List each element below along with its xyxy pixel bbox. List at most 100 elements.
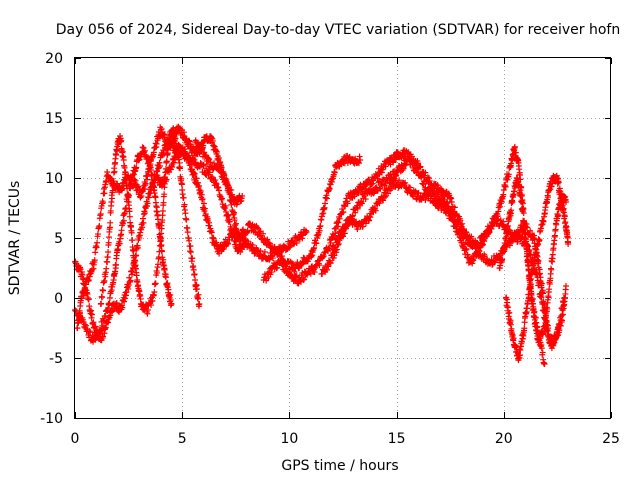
data-point: [335, 219, 342, 226]
data-point: [201, 149, 208, 156]
data-point: [152, 193, 159, 200]
data-point: [170, 159, 177, 166]
data-point: [109, 195, 116, 202]
y-tick-label: 20: [45, 51, 63, 67]
data-point: [215, 155, 222, 162]
data-point: [171, 137, 178, 144]
data-point: [367, 214, 374, 221]
data-point: [191, 170, 198, 177]
data-point: [562, 283, 569, 289]
data-point: [316, 262, 323, 269]
data-point: [206, 222, 213, 229]
data-point: [402, 179, 409, 186]
data-point: [301, 276, 308, 283]
data-point: [372, 205, 379, 211]
data-point: [502, 183, 509, 190]
data-point: [134, 244, 141, 251]
data-point: [197, 188, 204, 195]
data-point: [385, 190, 392, 197]
data-point: [521, 221, 528, 228]
data-point: [81, 321, 88, 328]
data-point: [431, 188, 438, 195]
data-point: [531, 314, 538, 321]
data-point: [130, 248, 137, 255]
data-point: [226, 218, 233, 225]
data-point: [206, 169, 213, 176]
data-point: [162, 274, 169, 281]
data-point: [444, 200, 451, 207]
data-point: [340, 233, 346, 240]
x-tick-label: 10: [280, 431, 298, 447]
data-point: [344, 200, 351, 207]
data-point: [532, 319, 539, 326]
data-point: [266, 240, 273, 247]
data-point: [331, 244, 338, 251]
data-point: [86, 328, 93, 335]
data-point: [311, 269, 318, 276]
data-point: [486, 229, 493, 236]
data-point: [94, 231, 101, 238]
data-point: [348, 215, 355, 222]
data-point: [160, 256, 167, 263]
data-point: [426, 178, 433, 185]
data-point: [277, 249, 284, 256]
data-point: [422, 196, 429, 203]
data-point: [382, 163, 389, 170]
data-point: [101, 277, 108, 284]
data-point: [331, 169, 338, 176]
data-point: [133, 252, 140, 259]
data-point: [366, 217, 373, 224]
data-point: [183, 216, 190, 223]
data-point: [181, 201, 188, 208]
data-point: [390, 159, 397, 166]
data-point: [445, 203, 452, 210]
data-point: [153, 140, 160, 147]
data-point: [351, 193, 358, 200]
data-point: [296, 277, 303, 284]
data-point: [327, 260, 334, 267]
data-point: [261, 249, 268, 256]
data-point: [510, 335, 517, 342]
x-tick-label: 0: [71, 431, 80, 447]
data-point: [396, 177, 403, 184]
data-point: [378, 169, 385, 176]
data-point: [559, 311, 566, 318]
data-point: [287, 242, 294, 249]
data-point: [359, 223, 366, 230]
data-point: [539, 349, 546, 356]
data-point: [228, 187, 235, 194]
data-point: [531, 257, 538, 264]
data-point: [287, 243, 294, 250]
data-point: [149, 297, 156, 304]
x-axis-label: GPS time / hours: [281, 458, 398, 474]
data-point: [521, 229, 528, 236]
data-point: [200, 162, 207, 169]
data-point: [504, 228, 511, 235]
data-point: [434, 191, 441, 198]
data-point: [476, 248, 483, 255]
data-point: [165, 286, 172, 293]
data-point: [439, 187, 446, 194]
data-point: [215, 184, 222, 191]
data-point: [304, 258, 311, 265]
data-point: [497, 203, 504, 210]
data-point: [271, 243, 278, 250]
data-point: [421, 178, 428, 185]
y-axis-label: SDTVAR / TECUs: [7, 181, 23, 296]
data-point: [154, 269, 161, 276]
data-point: [131, 262, 138, 269]
data-point: [131, 176, 138, 183]
data-point: [107, 219, 114, 226]
data-point: [213, 181, 220, 187]
data-point: [562, 219, 569, 226]
data-point: [519, 208, 526, 215]
data-point: [115, 141, 122, 148]
data-point: [557, 322, 564, 329]
data-point: [324, 266, 331, 273]
data-point: [407, 184, 414, 191]
data-point: [508, 207, 515, 214]
data-point: [332, 230, 339, 237]
data-point: [456, 234, 463, 241]
x-tick-label: 15: [388, 431, 406, 447]
data-point: [137, 295, 144, 302]
